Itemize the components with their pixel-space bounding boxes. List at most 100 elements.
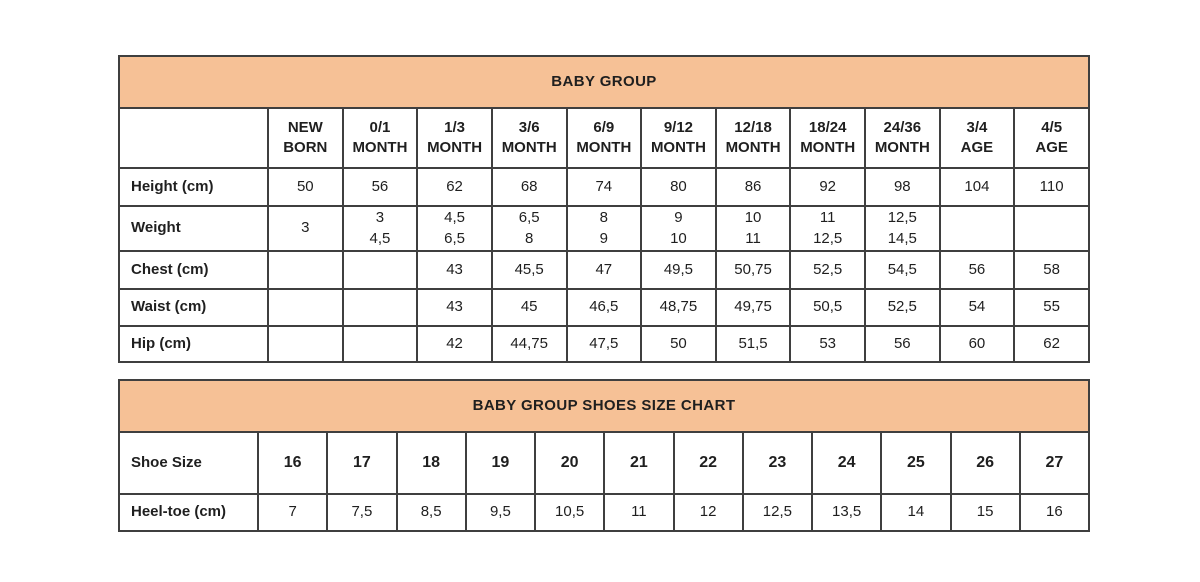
- data-cell: 98: [864, 167, 941, 207]
- baby-group-table-title: BABY GROUP: [118, 55, 1090, 109]
- data-cell: 15: [949, 493, 1021, 532]
- data-cell: 8 9: [565, 205, 643, 252]
- data-cell: 3 4,5: [341, 205, 419, 252]
- data-cell: 62: [1013, 325, 1090, 363]
- data-cell: 50,5: [789, 288, 866, 327]
- data-cell: 22: [672, 431, 744, 495]
- row-label-waist: Waist (cm): [118, 288, 269, 327]
- data-cell: 21: [603, 431, 675, 495]
- data-cell: 54,5: [864, 250, 941, 290]
- header-cell-3-4-age: 3/4 AGE: [938, 107, 1016, 169]
- data-cell: 42: [416, 325, 493, 363]
- data-cell: 56: [864, 325, 941, 363]
- data-cell: 49,75: [714, 288, 792, 327]
- data-cell: 12,5: [741, 493, 814, 532]
- data-cell: 43: [416, 288, 493, 327]
- data-cell: 50: [640, 325, 717, 363]
- data-cell: 47: [565, 250, 643, 290]
- row-label-shoe-size: Shoe Size: [118, 431, 259, 495]
- data-cell: 26: [949, 431, 1021, 495]
- header-cell-18-24-month: 18/24 MONTH: [789, 107, 866, 169]
- title-row: BABY GROUP: [118, 55, 1090, 109]
- data-cell: [341, 325, 419, 363]
- data-cell: 60: [938, 325, 1016, 363]
- header-cell-4-5-age: 4/5 AGE: [1013, 107, 1090, 169]
- shoes-table-title: BABY GROUP SHOES SIZE CHART: [118, 379, 1090, 433]
- data-cell: 68: [490, 167, 568, 207]
- table-row-chest: Chest (cm) 43 45,5 47 49,5 50,75 52,5 54…: [118, 250, 1090, 290]
- data-cell: [267, 325, 344, 363]
- data-cell: 11: [603, 493, 675, 532]
- data-cell: 58: [1013, 250, 1090, 290]
- data-cell: 9,5: [464, 493, 537, 532]
- table-row-heel-toe: Heel-toe (cm) 7 7,5 8,5 9,5 10,5 11 12 1…: [118, 493, 1091, 532]
- shoes-size-table: BABY GROUP SHOES SIZE CHART Shoe Size 16…: [118, 379, 1091, 532]
- data-cell: 17: [326, 431, 398, 495]
- data-cell: 3: [267, 205, 344, 252]
- data-cell: 56: [341, 167, 419, 207]
- data-cell: 51,5: [714, 325, 792, 363]
- data-cell: [341, 250, 419, 290]
- data-cell: 9 10: [640, 205, 717, 252]
- header-cell-12-18-month: 12/18 MONTH: [714, 107, 792, 169]
- data-cell: [938, 205, 1016, 252]
- data-cell: 10,5: [533, 493, 606, 532]
- data-cell: 48,75: [640, 288, 717, 327]
- data-cell: 43: [416, 250, 493, 290]
- data-cell: 25: [880, 431, 952, 495]
- table-row-hip: Hip (cm) 42 44,75 47,5 50 51,5 53 56 60 …: [118, 325, 1090, 363]
- data-cell: 46,5: [565, 288, 643, 327]
- data-cell: 16: [1018, 493, 1091, 532]
- row-label-hip: Hip (cm): [118, 325, 269, 363]
- data-cell: 6,5 8: [490, 205, 568, 252]
- data-cell: 4,5 6,5: [416, 205, 493, 252]
- data-cell: 7,5: [326, 493, 398, 532]
- data-cell: 74: [565, 167, 643, 207]
- data-cell: 50,75: [714, 250, 792, 290]
- data-cell: 18: [395, 431, 467, 495]
- data-cell: 80: [640, 167, 717, 207]
- data-cell: [341, 288, 419, 327]
- corner-cell: [118, 107, 269, 169]
- header-cell-newborn: NEW BORN: [267, 107, 344, 169]
- data-cell: 12,5 14,5: [864, 205, 941, 252]
- data-cell: 45: [490, 288, 568, 327]
- baby-group-size-table: BABY GROUP NEW BORN 0/1 MONTH 1/3 MONTH …: [118, 55, 1090, 363]
- data-cell: 62: [416, 167, 493, 207]
- data-cell: 52,5: [789, 250, 866, 290]
- table-row-height: Height (cm) 50 56 62 68 74 80 86 92 98 1…: [118, 167, 1090, 207]
- data-cell: 104: [938, 167, 1016, 207]
- data-cell: 20: [533, 431, 606, 495]
- table-row-shoe-size: Shoe Size 16 17 18 19 20 21 22 23 24 25 …: [118, 431, 1091, 495]
- data-cell: 55: [1013, 288, 1090, 327]
- data-cell: 92: [789, 167, 866, 207]
- data-cell: 53: [789, 325, 866, 363]
- data-cell: 19: [464, 431, 537, 495]
- data-cell: 23: [741, 431, 814, 495]
- data-cell: [267, 250, 344, 290]
- data-cell: 54: [938, 288, 1016, 327]
- header-cell-24-36-month: 24/36 MONTH: [864, 107, 941, 169]
- header-cell-3-6-month: 3/6 MONTH: [490, 107, 568, 169]
- data-cell: 52,5: [864, 288, 941, 327]
- row-label-chest: Chest (cm): [118, 250, 269, 290]
- data-cell: 11 12,5: [789, 205, 866, 252]
- header-cell-9-12-month: 9/12 MONTH: [640, 107, 717, 169]
- data-cell: 8,5: [395, 493, 467, 532]
- data-cell: 24: [810, 431, 883, 495]
- header-cell-6-9-month: 6/9 MONTH: [565, 107, 643, 169]
- data-cell: 56: [938, 250, 1016, 290]
- row-label-weight: Weight: [118, 205, 269, 252]
- data-cell: 86: [714, 167, 792, 207]
- data-cell: 110: [1013, 167, 1090, 207]
- row-label-height: Height (cm): [118, 167, 269, 207]
- data-cell: 50: [267, 167, 344, 207]
- table-row-weight: Weight 3 3 4,5 4,5 6,5 6,5 8 8 9 9 10 10…: [118, 205, 1090, 252]
- data-cell: 45,5: [490, 250, 568, 290]
- data-cell: 7: [256, 493, 329, 532]
- table-row-waist: Waist (cm) 43 45 46,5 48,75 49,75 50,5 5…: [118, 288, 1090, 327]
- header-cell-0-1-month: 0/1 MONTH: [341, 107, 419, 169]
- data-cell: 10 11: [714, 205, 792, 252]
- data-cell: 49,5: [640, 250, 717, 290]
